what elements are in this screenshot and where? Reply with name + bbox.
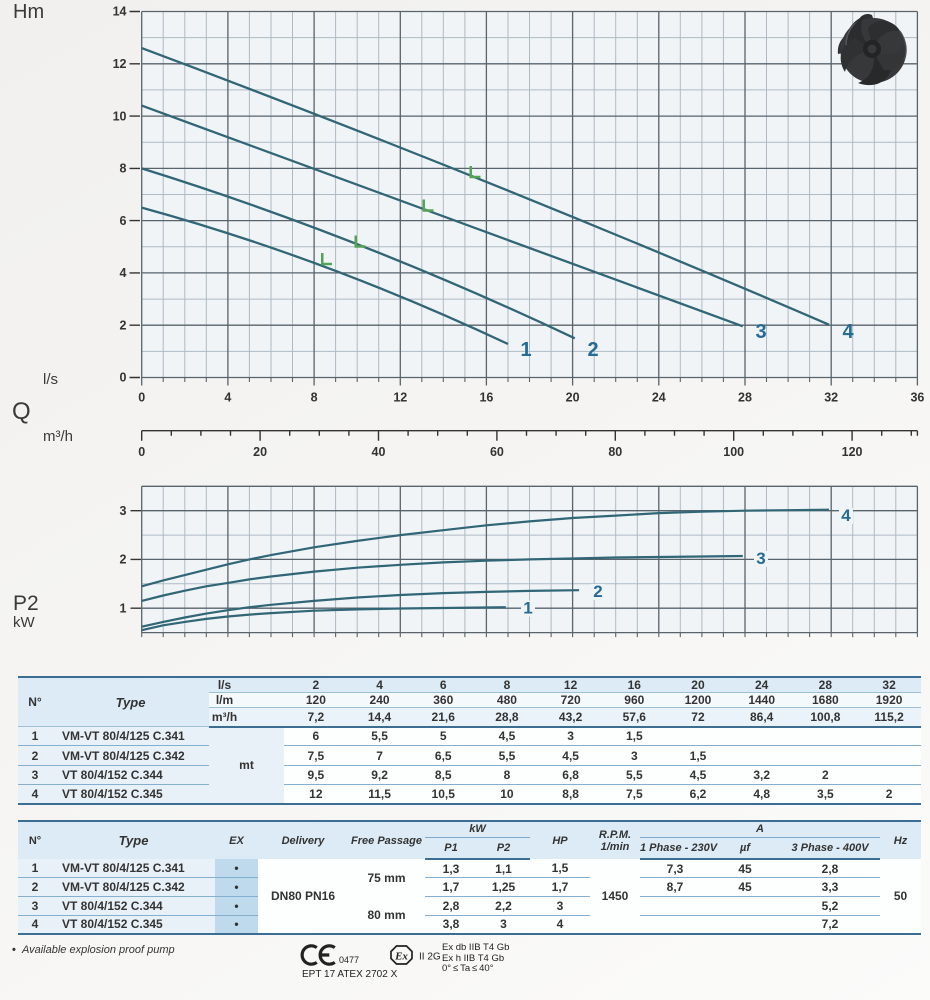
svg-text:8: 8 [311,391,318,405]
svg-text:4: 4 [224,391,231,405]
svg-text:80: 80 [608,445,622,459]
svg-text:120: 120 [842,445,863,459]
svg-text:100: 100 [723,445,744,459]
svg-text:8: 8 [120,162,127,176]
svg-text:20: 20 [566,391,580,405]
svg-text:0: 0 [138,391,145,405]
svg-text:II 2G: II 2G [419,952,441,963]
svg-text:12: 12 [393,391,407,405]
svg-text:2: 2 [587,339,598,361]
svg-text:2: 2 [120,318,127,332]
svg-text:40: 40 [372,445,386,459]
svg-text:24: 24 [652,391,666,405]
svg-text:1: 1 [520,339,531,361]
svg-text:32: 32 [824,391,838,405]
svg-text:1: 1 [120,601,127,615]
svg-text:0477: 0477 [339,955,359,965]
svg-text:1: 1 [523,599,532,618]
svg-text:EPT 17 ATEX 2702 X: EPT 17 ATEX 2702 X [302,969,398,980]
svg-text:16: 16 [479,391,493,405]
svg-text:Ex: Ex [394,951,408,963]
svg-text:14: 14 [113,5,127,19]
svg-text:4: 4 [841,506,851,525]
svg-text:4: 4 [842,321,854,343]
svg-text:2: 2 [593,582,602,601]
svg-text:0: 0 [120,371,127,385]
svg-text:3: 3 [755,321,766,343]
svg-text:28: 28 [738,391,752,405]
svg-text:60: 60 [490,445,504,459]
svg-text:12: 12 [113,57,127,71]
svg-text:3: 3 [756,549,765,568]
svg-text:10: 10 [113,109,127,123]
svg-text:0: 0 [138,445,145,459]
svg-text:2: 2 [120,553,127,567]
svg-text:4: 4 [120,266,127,280]
svg-text:36: 36 [910,391,924,405]
svg-text:3: 3 [120,504,127,518]
svg-text:20: 20 [253,445,267,459]
svg-text:6: 6 [120,214,127,228]
